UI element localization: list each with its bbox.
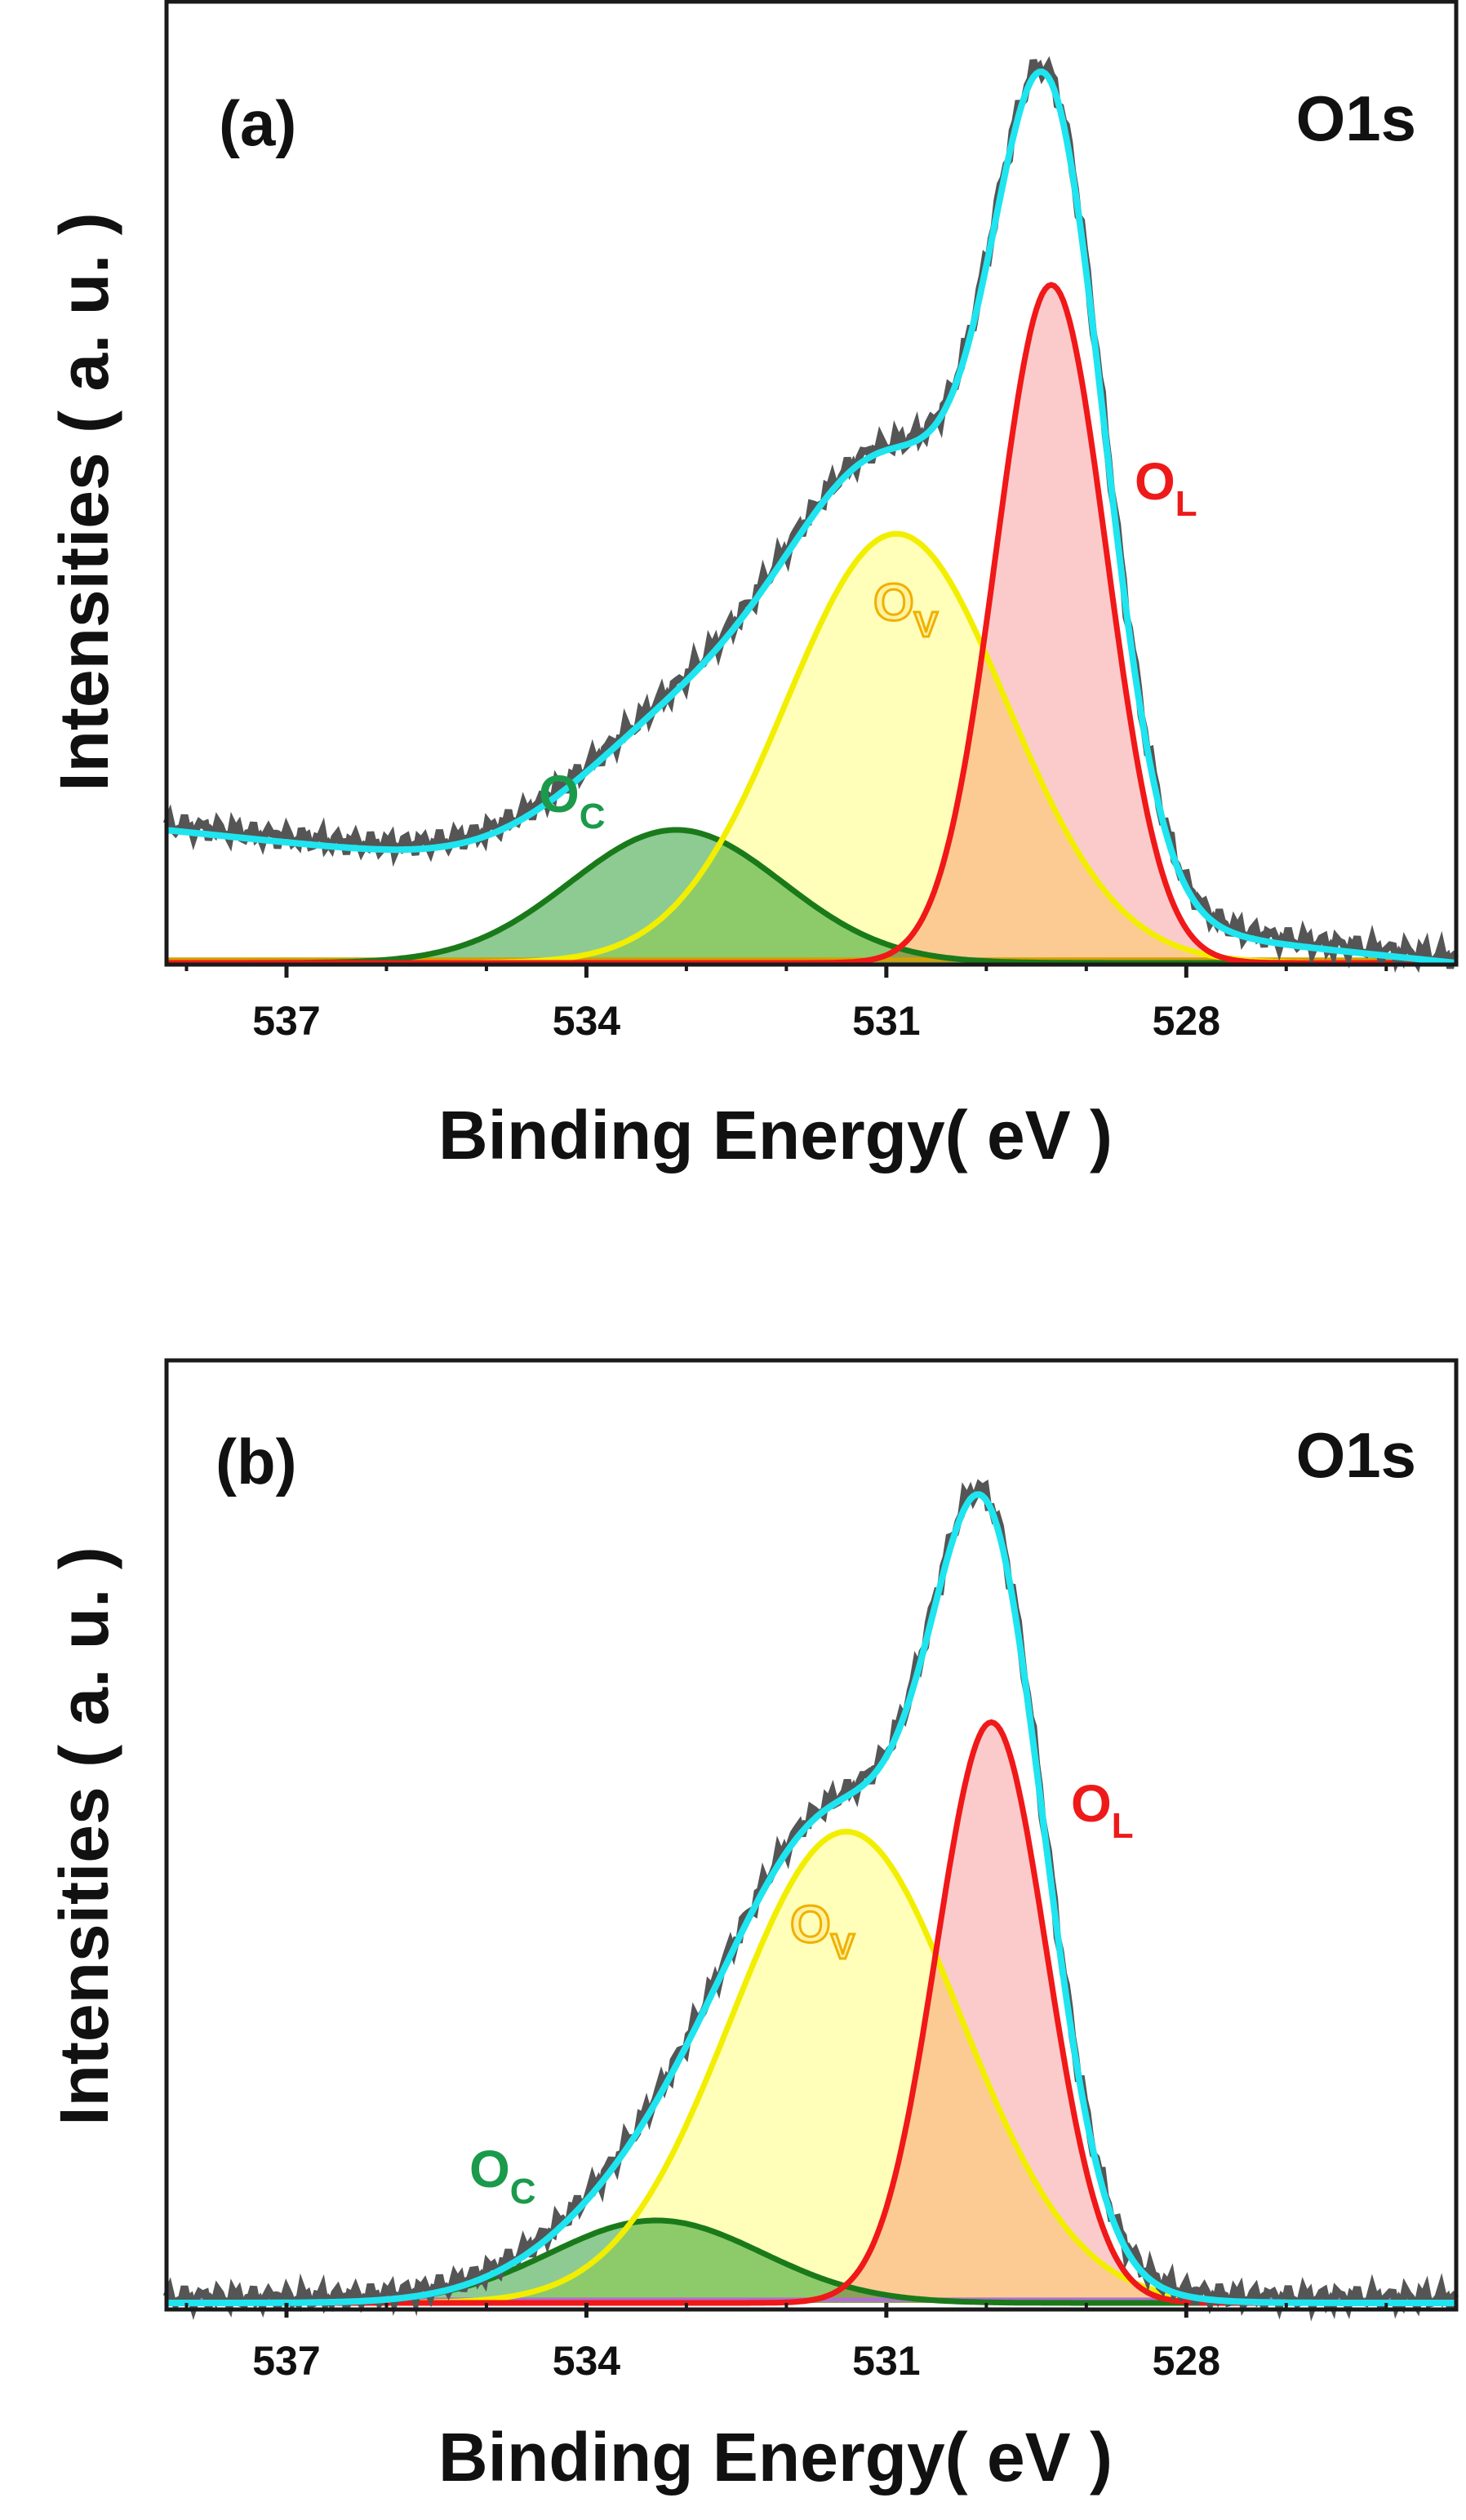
element-label-b: O1s: [1296, 1419, 1416, 1491]
peak-label-oc-b: OC: [469, 2140, 536, 2212]
peak-fill-ov-a: [167, 534, 1456, 963]
x-tick-label-537-a: 537: [252, 998, 320, 1044]
x-tick-label-531-a: 531: [852, 998, 920, 1044]
peak-fill-ol-a: [167, 285, 1456, 964]
panel-label-a: (a): [219, 87, 296, 159]
y-axis-title-b: Intensities ( a. u. ): [46, 1546, 122, 2125]
x-ticks-b: 537 534 531 528: [184, 2303, 1388, 2384]
x-ticks-a: 537 534 531 528: [184, 963, 1388, 1044]
peak-fill-oc-b: [167, 2220, 1456, 2303]
peak-label-oc-a: OC: [539, 765, 606, 836]
panel-label-b: (b): [215, 1426, 297, 1497]
envelope-line-b: [167, 1491, 1456, 2306]
peak-fill-ov-b: [167, 1831, 1456, 2303]
peak-label-ol-b: OL: [1071, 1774, 1134, 1846]
plot-frame-a: [164, 0, 1459, 967]
x-axis-title-b: Binding Energy( eV ): [438, 2419, 1113, 2496]
plot-area-b: [162, 1479, 1459, 2322]
plot-frame-b: [164, 1358, 1459, 2312]
y-axis-title-a: Intensities ( a. u. ): [46, 212, 122, 791]
peak-label-ol-a: OL: [1135, 452, 1197, 524]
envelope-line-a: [166, 68, 1457, 966]
x-tick-label-528-b: 528: [1153, 2338, 1220, 2384]
panel-b: 537 534 531 528 (b) O1s Intensities ( a. u.…: [46, 1358, 1459, 2496]
element-label-a: O1s: [1296, 82, 1416, 154]
x-tick-label-528-a: 528: [1153, 998, 1220, 1044]
x-tick-label-537-b: 537: [252, 2338, 320, 2384]
peak-label-ov-b: OV: [790, 1895, 855, 1967]
x-tick-label-534-a: 534: [553, 998, 621, 1044]
peak-label-ov-a: OV: [873, 573, 939, 645]
x-tick-label-534-b: 534: [553, 2338, 621, 2384]
panel-a: 537 534 531 528 (a) O1s Intensities ( a. u.…: [46, 0, 1459, 1173]
x-tick-label-531-b: 531: [852, 2338, 920, 2384]
plot-area-a: [162, 55, 1459, 974]
x-axis-title-a: Binding Energy( eV ): [438, 1097, 1113, 1173]
